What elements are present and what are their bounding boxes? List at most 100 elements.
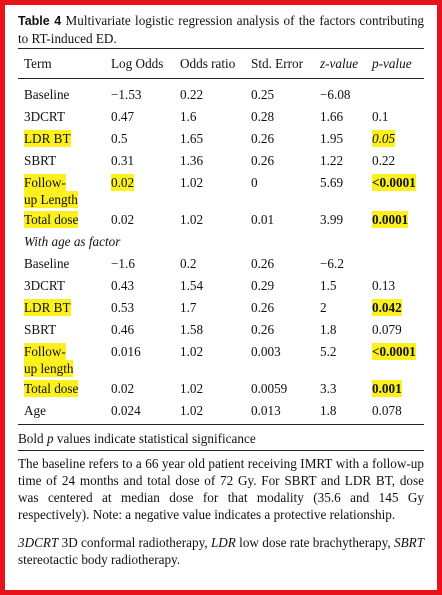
- odds-ratio-cell: 1.02: [180, 344, 204, 359]
- term-cell: 3DCRT: [24, 278, 65, 293]
- log-odds-cell: 0.02: [111, 174, 135, 191]
- p-value-cell: 0.042: [372, 299, 402, 316]
- abbr-sbrt: SBRT: [393, 535, 425, 550]
- abbr-text: low dose rate brachytherapy,: [235, 535, 391, 550]
- z-value-cell: 1.8: [320, 322, 337, 337]
- p-value-cell: 0.079: [372, 322, 402, 337]
- std-error-cell: 0.26: [251, 322, 275, 337]
- z-value-cell: 3.99: [320, 212, 344, 227]
- term-cell: Age: [24, 403, 46, 418]
- log-odds-cell: 0.31: [111, 153, 135, 168]
- z-value-cell: −6.08: [320, 87, 351, 102]
- header-std-error: Std. Error: [251, 56, 304, 71]
- z-value-cell: 1.66: [320, 109, 344, 124]
- footnote-text: values indicate statistical significance: [53, 431, 256, 446]
- z-value-cell: 1.5: [320, 278, 337, 293]
- header-z-value: z-value: [320, 56, 359, 71]
- std-error-cell: 0.25: [251, 87, 275, 102]
- log-odds-cell: 0.5: [111, 131, 128, 146]
- table-label: Table 4: [18, 14, 62, 28]
- header-term: Term: [24, 56, 52, 71]
- std-error-cell: 0.26: [251, 131, 275, 146]
- header-rule: [18, 78, 424, 79]
- footnote-abbreviations: 3DCRT 3D conformal radiotherapy, LDR low…: [18, 534, 424, 568]
- abbr-ldr: LDR: [210, 535, 236, 550]
- std-error-cell: 0.0059: [251, 381, 288, 396]
- footnote-p: p: [46, 431, 54, 446]
- z-value-cell: 1.22: [320, 153, 344, 168]
- abbr-text: 3D conformal radiotherapy,: [58, 535, 211, 550]
- log-odds-cell: 0.43: [111, 278, 135, 293]
- odds-ratio-cell: 0.2: [180, 256, 197, 271]
- term-cell-line1: Follow-: [24, 343, 66, 360]
- std-error-cell: 0.013: [251, 403, 281, 418]
- log-odds-cell: −1.53: [111, 87, 142, 102]
- std-error-cell: 0.26: [251, 153, 275, 168]
- p-value-cell: 0.001: [372, 380, 402, 397]
- std-error-cell: 0.26: [251, 300, 275, 315]
- term-cell: SBRT: [24, 153, 57, 168]
- footnote-significance: Bold p values indicate statistical signi…: [18, 430, 424, 447]
- term-cell-line1: Follow-: [24, 174, 66, 191]
- p-value-cell: 0.22: [372, 153, 396, 168]
- term-cell: Total dose: [24, 211, 79, 228]
- log-odds-cell: −1.6: [111, 256, 135, 271]
- term-cell: LDR BT: [24, 130, 71, 147]
- std-error-cell: 0.28: [251, 109, 275, 124]
- log-odds-cell: 0.016: [111, 344, 141, 359]
- p-value-cell: <0.0001: [372, 343, 416, 360]
- caption-text: Multivariate logistic regression analysi…: [18, 13, 425, 46]
- std-error-cell: 0.003: [251, 344, 281, 359]
- bottom-rule: [18, 424, 424, 425]
- z-value-cell: 1.95: [320, 131, 344, 146]
- log-odds-cell: 0.47: [111, 109, 135, 124]
- term-cell: LDR BT: [24, 299, 71, 316]
- odds-ratio-cell: 1.7: [180, 300, 197, 315]
- footnote-text: Bold: [18, 431, 47, 446]
- std-error-cell: 0: [251, 175, 258, 190]
- term-cell: Baseline: [24, 256, 70, 271]
- term-cell: Baseline: [24, 87, 70, 102]
- odds-ratio-cell: 1.54: [180, 278, 204, 293]
- term-cell: 3DCRT: [24, 109, 65, 124]
- z-value-cell: 3.3: [320, 381, 337, 396]
- p-value-cell: 0.13: [372, 278, 396, 293]
- odds-ratio-cell: 1.02: [180, 212, 204, 227]
- term-cell-line2: up length: [24, 360, 74, 377]
- z-value-cell: 5.69: [320, 175, 344, 190]
- abbr-3dcrt: 3DCRT: [18, 535, 59, 550]
- odds-ratio-cell: 1.36: [180, 153, 204, 168]
- log-odds-cell: 0.02: [111, 212, 135, 227]
- z-value-cell: 5.2: [320, 344, 337, 359]
- header-odds-ratio: Odds ratio: [180, 56, 236, 71]
- odds-ratio-cell: 1.02: [180, 175, 204, 190]
- header-p-value: p-value: [372, 56, 412, 71]
- odds-ratio-cell: 0.22: [180, 87, 204, 102]
- p-value-cell: 0.0001: [372, 211, 409, 228]
- table-caption: Table 4 Multivariate logistic regression…: [18, 12, 424, 47]
- term-cell-line2: up Length: [24, 191, 78, 208]
- abbr-text: stereotactic body radiotherapy.: [18, 552, 181, 567]
- std-error-cell: 0.29: [251, 278, 275, 293]
- top-rule: [18, 48, 424, 49]
- section-label: With age as factor: [24, 234, 121, 249]
- std-error-cell: 0.26: [251, 256, 275, 271]
- odds-ratio-cell: 1.65: [180, 131, 204, 146]
- odds-ratio-cell: 1.02: [180, 403, 204, 418]
- footnote-rule: [18, 450, 424, 451]
- footnote-baseline: The baseline refers to a 66 year old pat…: [18, 456, 424, 522]
- p-value-cell: <0.0001: [372, 174, 416, 191]
- log-odds-cell: 0.02: [111, 381, 135, 396]
- z-value-cell: −6.2: [320, 256, 344, 271]
- odds-ratio-cell: 1.58: [180, 322, 204, 337]
- z-value-cell: 2: [320, 300, 327, 315]
- log-odds-cell: 0.46: [111, 322, 135, 337]
- odds-ratio-cell: 1.6: [180, 109, 197, 124]
- log-odds-cell: 0.024: [111, 403, 141, 418]
- z-value-cell: 1.8: [320, 403, 337, 418]
- p-value-cell: 0.1: [372, 109, 389, 124]
- p-value-cell: 0.05: [372, 130, 396, 147]
- term-cell: SBRT: [24, 322, 57, 337]
- odds-ratio-cell: 1.02: [180, 381, 204, 396]
